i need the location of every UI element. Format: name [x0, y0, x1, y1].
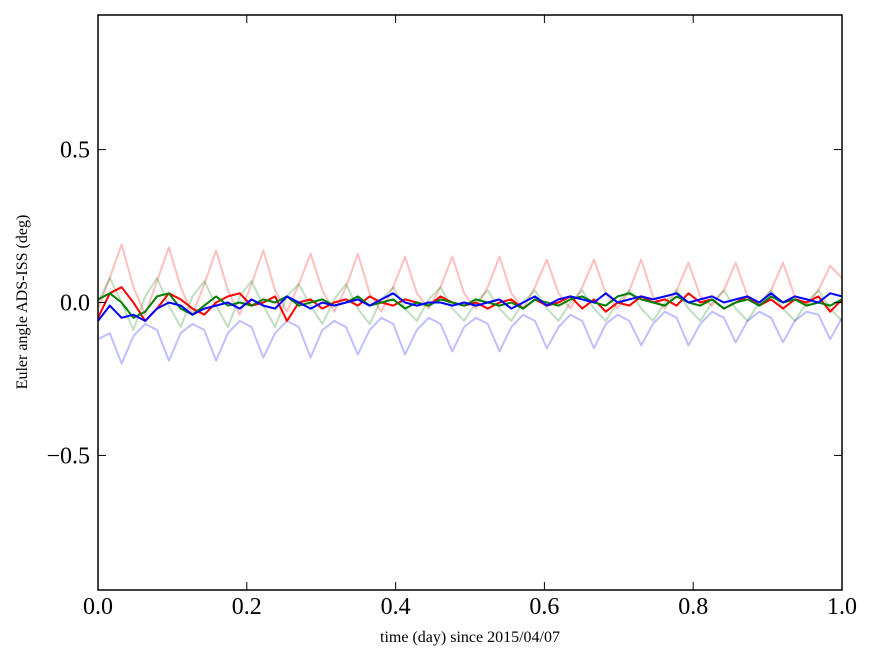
x-tick-label: 0.4	[381, 594, 411, 620]
series-line-pitch-faded	[97, 277, 843, 331]
x-tick-label: 0.6	[529, 594, 559, 620]
x-tick-label: 0.2	[232, 594, 262, 620]
x-tick-label: 0.8	[678, 594, 708, 620]
y-tick-label: 0.0	[60, 291, 90, 317]
series-line-yaw	[97, 292, 843, 322]
x-tick-label: 0.0	[83, 594, 113, 620]
series-line-yaw-faded	[97, 310, 843, 365]
y-tick-label: 0.5	[60, 138, 90, 164]
series-layer	[97, 243, 843, 365]
x-tick-label: 1.0	[827, 594, 857, 620]
series-line-pitch	[97, 292, 843, 319]
x-axis-label: time (day) since 2015/04/07	[380, 629, 560, 646]
y-tick-label: −0.5	[46, 443, 90, 469]
series-line-roll-faded	[97, 243, 843, 316]
ticks-layer: 0.0 0.2 0.4 0.6 0.8 1.0 −0.5 0.0 0.5	[46, 15, 857, 620]
y-axis-label: Euler angle ADS-ISS (deg)	[14, 215, 31, 390]
